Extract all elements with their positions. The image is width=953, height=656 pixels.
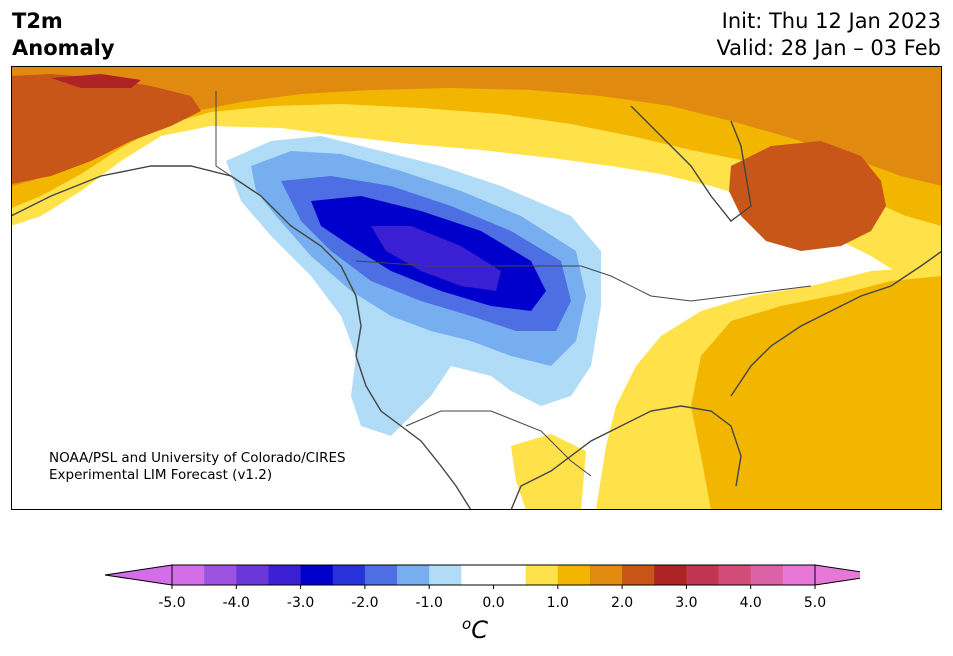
colorbar-cell [686,565,720,585]
colorbar-tick-label: 0.0 [482,595,504,611]
border-us-mexico [405,410,592,477]
coastline-east [730,250,942,397]
credit-line1: NOAA/PSL and University of Colorado/CIRE… [49,450,346,466]
colorbar: -5.0 -4.0 -3.0 -2.0 -1.0 0.0 1.0 2.0 3.0 4.0 5.0 [104,564,860,611]
colorbar-unit: oC [462,615,488,644]
colorbar-cells [104,564,860,586]
colorbar-cell [332,565,366,585]
colorbar-tick-label: -5.0 [158,595,185,611]
colorbar-cell [461,565,494,585]
colorbar-cell [364,565,398,585]
colorbar-tick-label: 4.0 [740,595,762,611]
colorbar-tick-label: -3.0 [287,595,314,611]
coastline-west [11,165,472,510]
title-line2: Anomaly [12,36,115,60]
title-line1: T2m [12,9,63,33]
colorbar-tick-label: 3.0 [675,595,697,611]
colorbar-cell [397,565,430,585]
colorbar-ticks: -5.0 -4.0 -3.0 -2.0 -1.0 0.0 1.0 2.0 3.0 4.0 5.0 [158,585,826,611]
colorbar-cell [557,565,591,585]
colorbar-cell [300,565,334,585]
map-frame [11,66,942,510]
anomaly-brown-alaska [11,74,201,184]
colorbar-tick-label: -2.0 [351,595,378,611]
colorbar-cell [750,565,784,585]
anomaly-orange-east [691,276,942,510]
degree-symbol: o [462,615,472,633]
colorbar-cell [718,565,752,585]
colorbar-cell [236,565,269,585]
border-us-canada [355,260,812,302]
colorbar-cell [268,565,302,585]
unit-symbol: C [471,616,488,644]
colorbar-cell [493,565,527,585]
coastline-gulf [510,405,742,510]
init-date: Init: Thu 12 Jan 2023 [721,9,941,33]
forecast-dates: Init: Thu 12 Jan 2023 Valid: 28 Jan – 03… [716,8,941,62]
credit-text: NOAA/PSL and University of Colorado/CIRE… [49,450,346,484]
map-title: T2m Anomaly [12,8,115,62]
anomaly-map [11,66,942,510]
colorbar-cell [172,565,205,585]
anomaly-brown-quebec [729,141,886,251]
border-alaska [215,91,232,177]
coastline-hudson [630,105,752,222]
colorbar-over-arrow [814,564,860,586]
colorbar-cell [429,565,462,585]
colorbar-cell [204,565,237,585]
colorbar-cell [654,565,687,585]
colorbar-tick-label: 1.0 [547,595,569,611]
colorbar-tick-label: -1.0 [416,595,443,611]
colorbar-tick-label: -4.0 [223,595,250,611]
colorbar-cell [782,565,816,585]
anomaly-red-arctic [51,74,141,88]
colorbar-cell [525,565,559,585]
colorbar-under-arrow [104,564,173,586]
colorbar-tick-label: 2.0 [611,595,633,611]
colorbar-cell [589,565,623,585]
credit-line2: Experimental LIM Forecast (v1.2) [49,467,273,483]
anomaly-dark-orange-north [11,66,942,186]
colorbar-cell [622,565,655,585]
colorbar-tick-label: 5.0 [804,595,826,611]
anomaly-indigo-core [371,226,501,291]
valid-date: Valid: 28 Jan – 03 Feb [716,36,941,60]
